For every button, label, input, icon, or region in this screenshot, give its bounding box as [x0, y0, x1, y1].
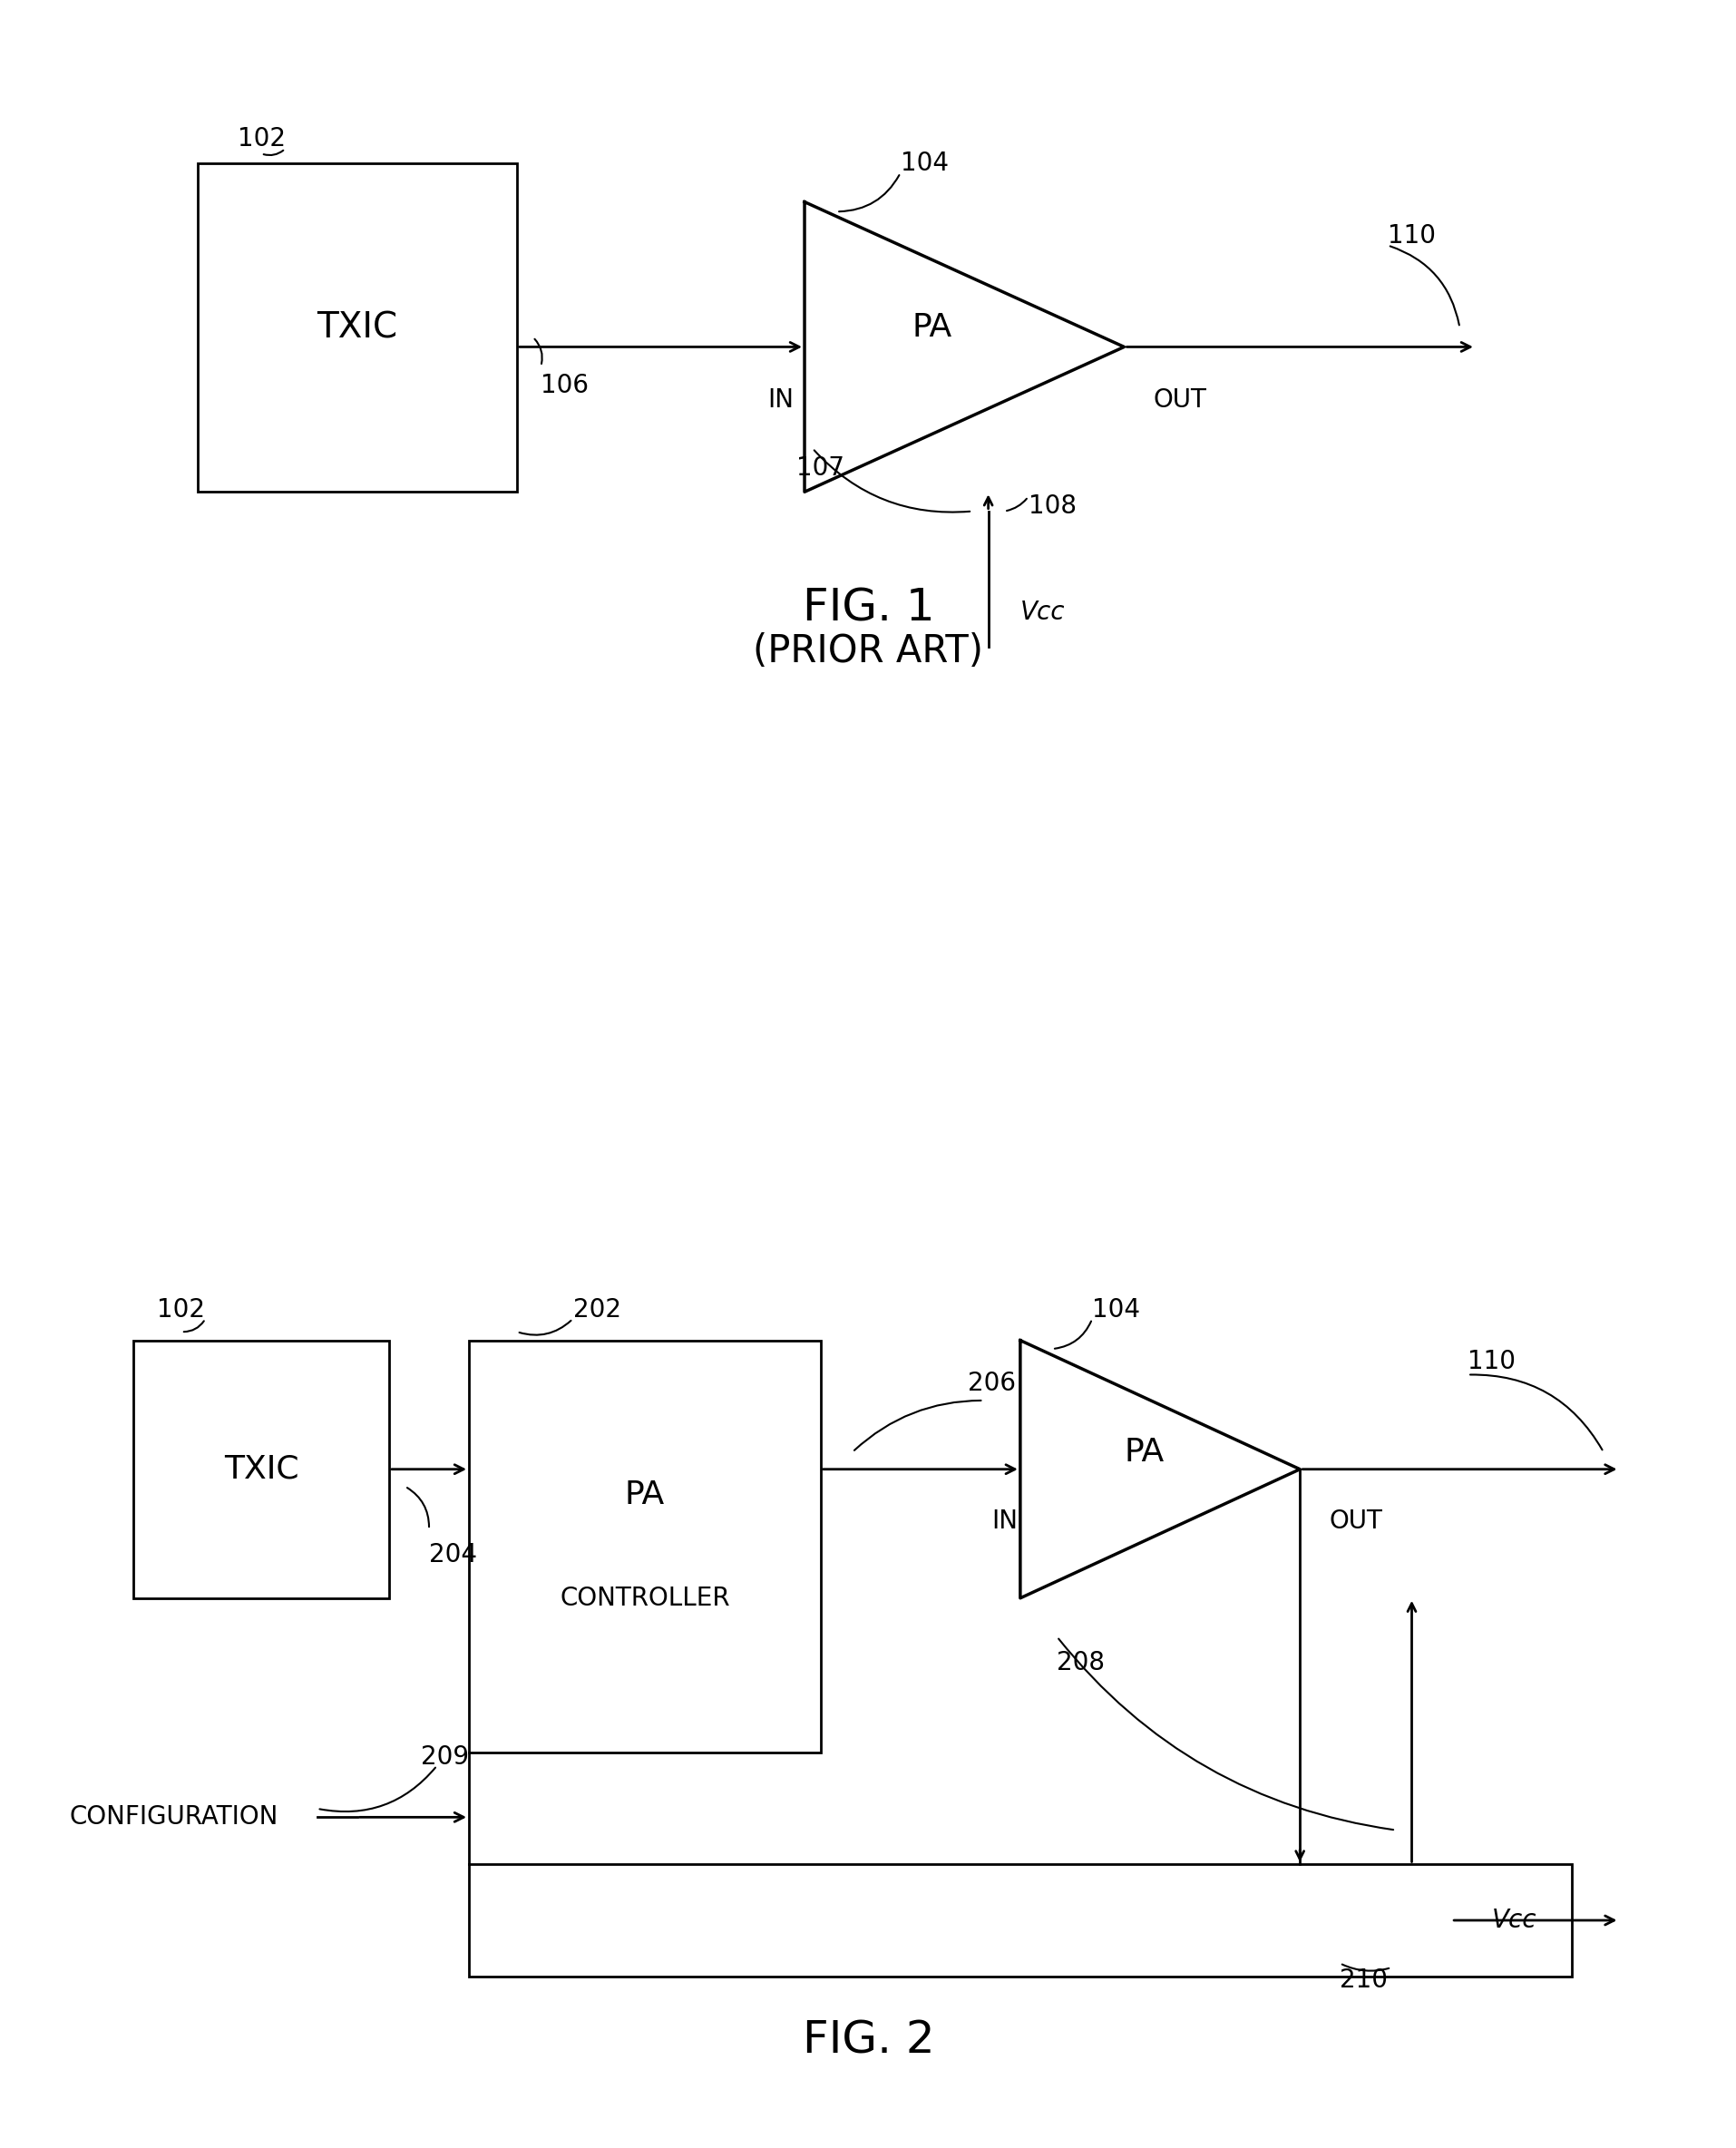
Text: 104: 104: [1092, 1297, 1139, 1323]
Text: OUT: OUT: [1328, 1508, 1382, 1534]
Text: TXIC: TXIC: [224, 1454, 299, 1484]
Bar: [469, 1340, 819, 1753]
Text: 102: 102: [158, 1297, 205, 1323]
Text: 104: 104: [899, 150, 948, 176]
Text: 102: 102: [238, 127, 285, 153]
Text: 108: 108: [1028, 494, 1076, 520]
Text: 110: 110: [1467, 1349, 1516, 1375]
Text: PA: PA: [1123, 1437, 1163, 1467]
Bar: [198, 163, 517, 492]
Text: 106: 106: [540, 374, 589, 397]
Text: OUT: OUT: [1153, 387, 1207, 412]
Text: FIG. 1: FIG. 1: [802, 586, 934, 629]
Text: 204: 204: [429, 1542, 477, 1568]
Text: CONTROLLER: CONTROLLER: [559, 1585, 729, 1611]
Text: PA: PA: [911, 311, 951, 344]
Text: IN: IN: [991, 1508, 1017, 1534]
Text: Vcc: Vcc: [1491, 1907, 1536, 1933]
Text: 202: 202: [573, 1297, 620, 1323]
Text: 209: 209: [420, 1744, 469, 1770]
Bar: [134, 1340, 389, 1598]
Text: IN: IN: [767, 387, 793, 412]
Text: FIG. 2: FIG. 2: [802, 2019, 934, 2062]
Text: Vcc: Vcc: [1019, 599, 1064, 625]
Text: CONFIGURATION: CONFIGURATION: [69, 1804, 278, 1830]
Text: 208: 208: [1057, 1650, 1104, 1675]
Text: 110: 110: [1387, 223, 1436, 249]
Text: 210: 210: [1338, 1968, 1387, 1993]
Bar: [469, 1864, 1571, 1976]
Text: (PRIOR ART): (PRIOR ART): [753, 632, 983, 670]
Text: TXIC: TXIC: [316, 309, 398, 346]
Text: 107: 107: [797, 455, 844, 481]
Text: PA: PA: [625, 1480, 665, 1510]
Text: 206: 206: [967, 1370, 1016, 1396]
